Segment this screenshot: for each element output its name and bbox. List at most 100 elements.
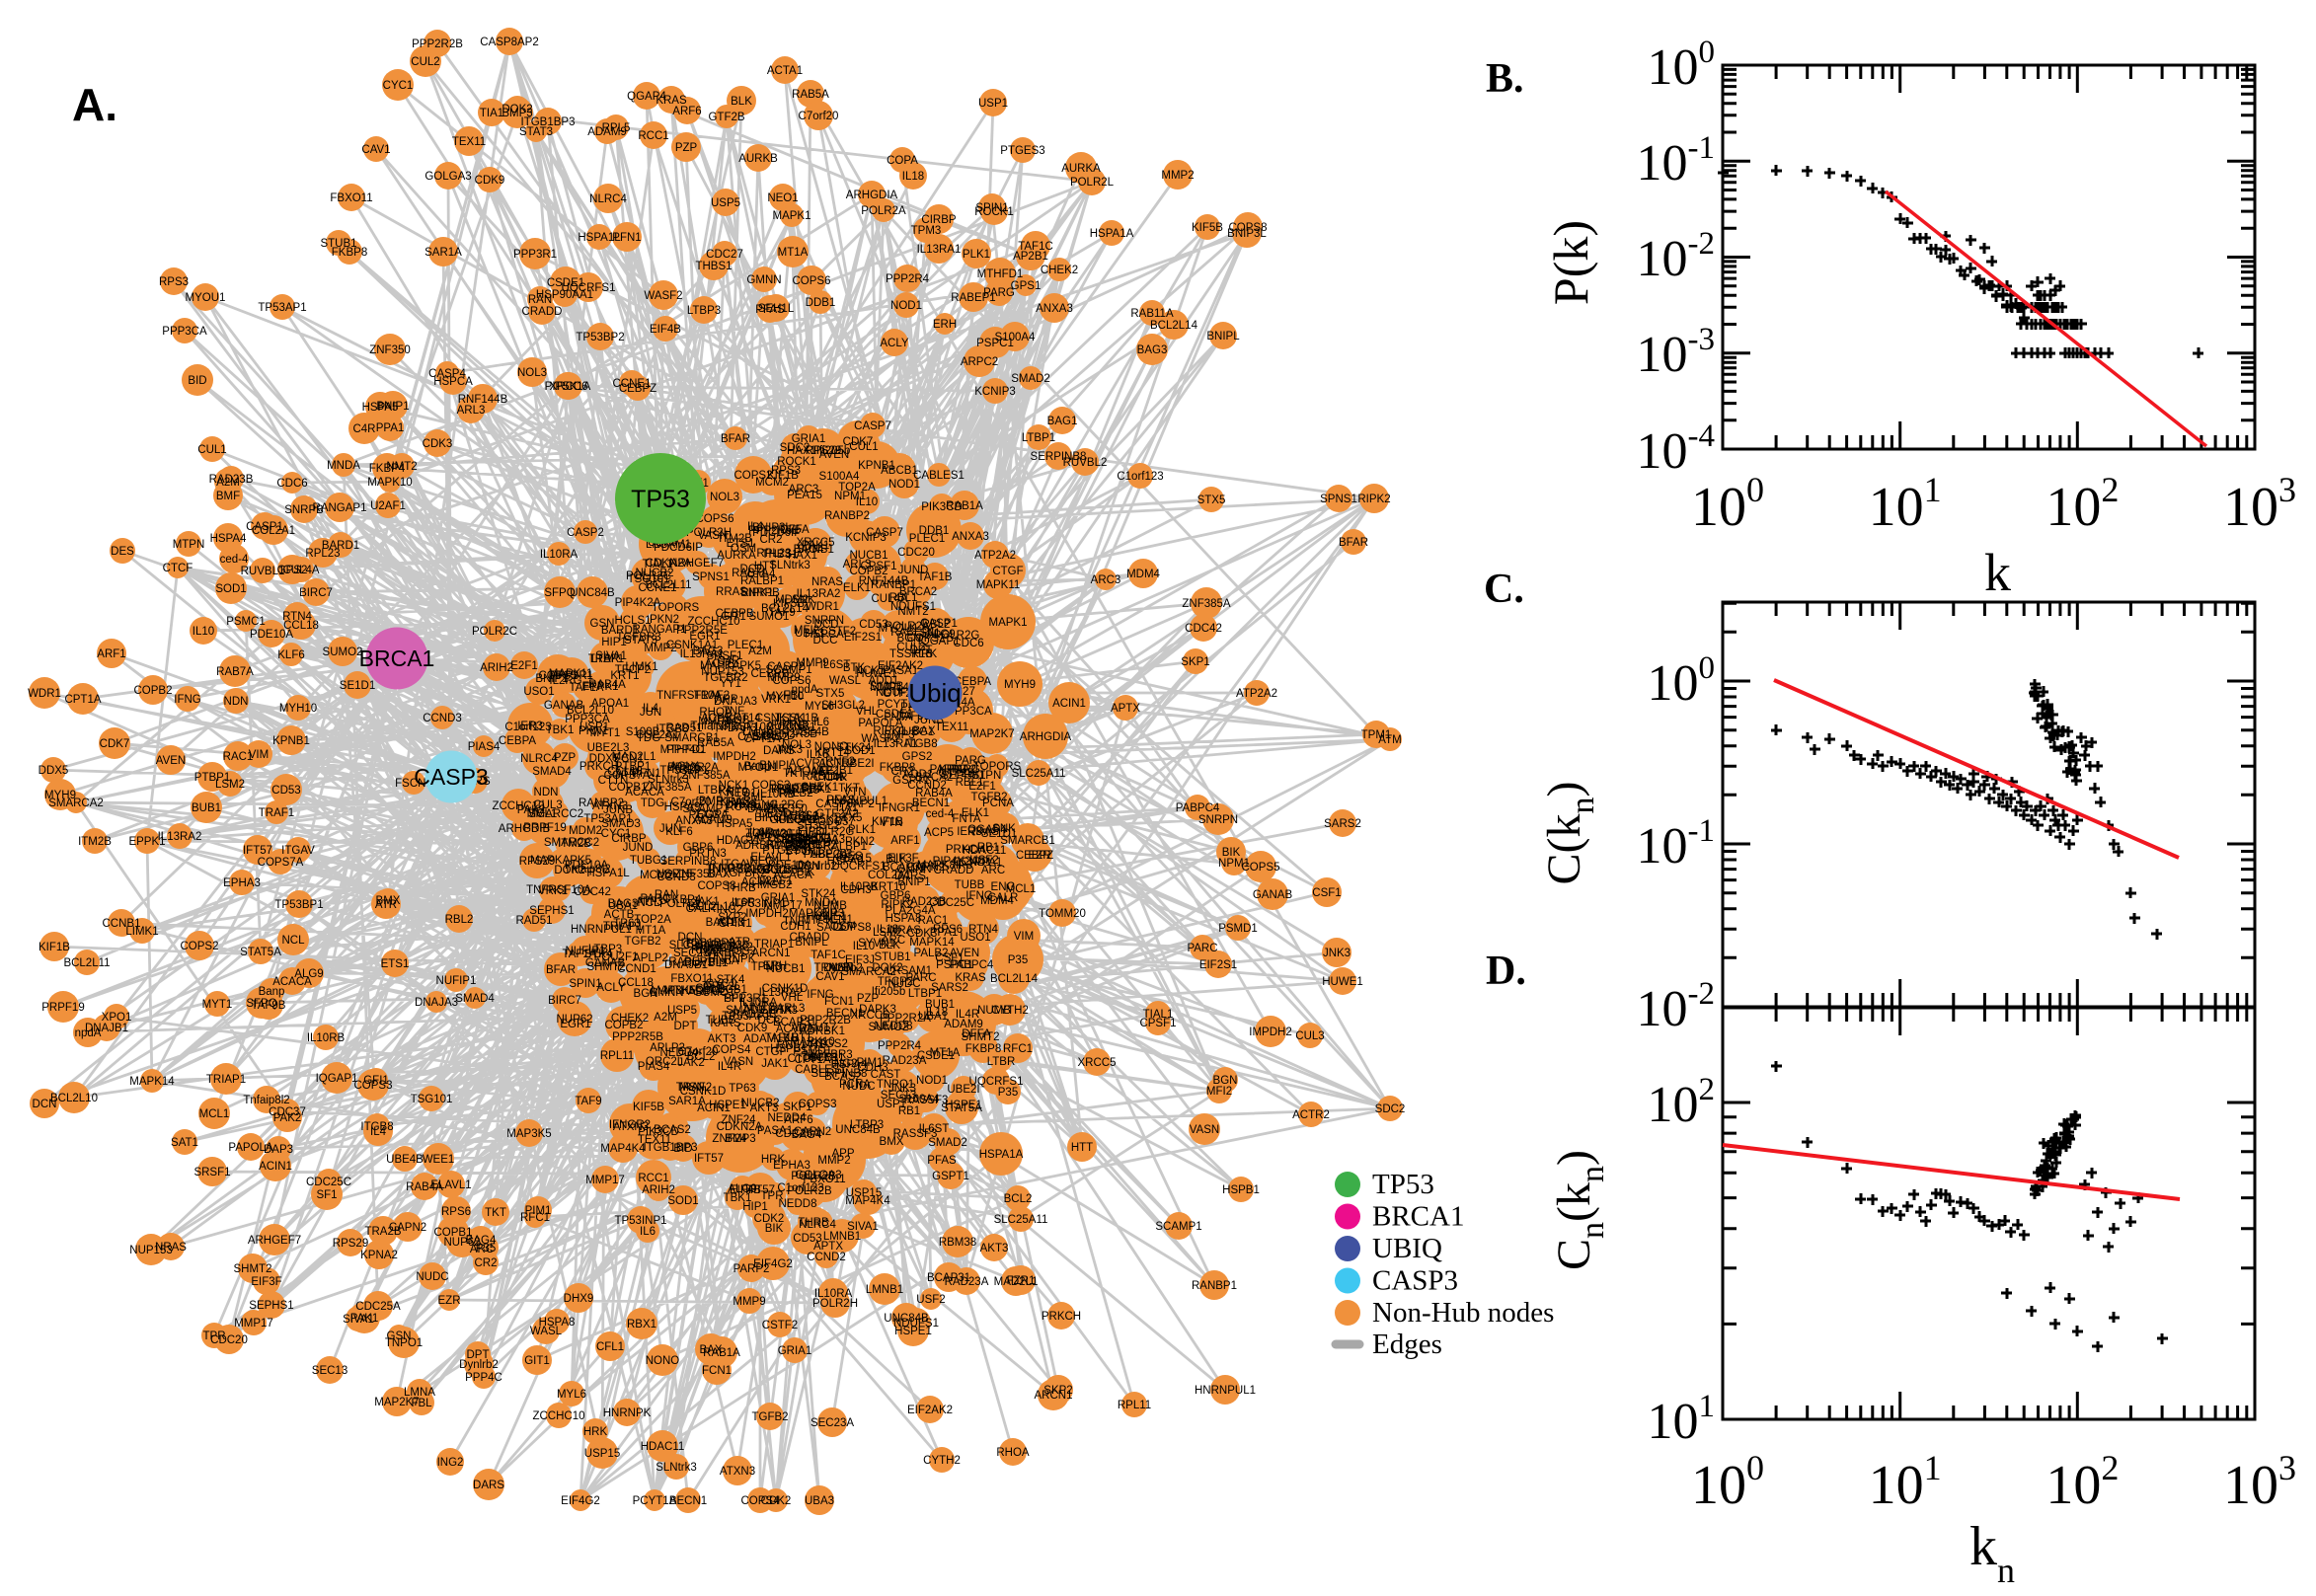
svg-text:AP2B1: AP2B1 [1013,251,1048,263]
svg-text:SDC2: SDC2 [1375,1103,1406,1115]
svg-text:PSMD1: PSMD1 [1218,923,1258,935]
svg-text:BIK: BIK [1222,847,1241,859]
svg-text:MYL6: MYL6 [805,701,834,713]
svg-text:npdA: npdA [713,955,739,967]
svg-text:CASP7: CASP7 [854,420,891,432]
svg-text:USO1: USO1 [960,932,990,944]
svg-text:JAK1: JAK1 [761,1058,789,1070]
svg-text:BMF: BMF [216,491,240,502]
svg-text:ING2: ING2 [717,904,743,916]
svg-text:HSPA4: HSPA4 [210,533,247,545]
svg-text:AVEN: AVEN [156,755,186,767]
svg-text:BNIPL: BNIPL [795,937,828,949]
svg-text:TP53BP1: TP53BP1 [274,899,323,911]
svg-text:SEC23A: SEC23A [811,1417,854,1429]
svg-text:RHOA: RHOA [996,1447,1030,1459]
svg-text:KRT1: KRT1 [610,670,639,682]
svg-text:PIK3CD: PIK3CD [921,501,963,513]
svg-text:GTF2B: GTF2B [708,112,744,123]
svg-text:DFFA: DFFA [962,1028,991,1040]
svg-text:CDC42: CDC42 [574,886,611,898]
svg-text:USO1: USO1 [523,686,554,698]
svg-text:SOD1: SOD1 [667,1195,698,1207]
svg-text:CHEK2: CHEK2 [611,1013,649,1025]
svg-text:RFC1: RFC1 [1003,1043,1033,1055]
svg-text:RANBP1: RANBP1 [871,579,916,591]
svg-text:DHX9: DHX9 [564,1293,594,1305]
svg-text:EIF4G2: EIF4G2 [561,1495,600,1507]
svg-text:IFNG: IFNG [174,694,201,706]
svg-text:GRIA1: GRIA1 [778,1345,812,1357]
svg-text:FBXO11: FBXO11 [330,192,372,204]
svg-text:Tnfaip8l2: Tnfaip8l2 [243,1095,289,1106]
svg-text:DPT: DPT [674,1021,697,1032]
svg-text:ADAM9: ADAM9 [587,126,627,138]
svg-text:JUN: JUN [640,707,661,719]
svg-text:MCM2: MCM2 [755,477,789,489]
svg-text:MAPK11: MAPK11 [976,579,1021,591]
svg-text:TBK1: TBK1 [546,724,575,736]
svg-text:USP5: USP5 [711,197,740,209]
svg-text:TPM1: TPM1 [1361,729,1392,741]
svg-text:IFT57: IFT57 [694,1153,724,1165]
svg-text:SMAD3: SMAD3 [726,1005,765,1017]
svg-text:TP53: TP53 [631,486,690,513]
svg-text:BGN: BGN [634,988,658,1000]
svg-text:EIF3J: EIF3J [798,826,827,838]
svg-text:PEA15: PEA15 [787,490,822,501]
svg-text:CDC6: CDC6 [276,478,307,490]
svg-text:TSG101: TSG101 [411,1094,453,1105]
svg-text:STX5: STX5 [1197,494,1226,506]
svg-text:MMP9: MMP9 [733,1296,765,1308]
svg-text:A2M: A2M [216,477,240,489]
svg-text:COL2A1: COL2A1 [868,870,911,881]
svg-text:SRSF1: SRSF1 [193,1167,230,1178]
svg-text:AURKA: AURKA [1061,163,1101,175]
svg-text:DDX5: DDX5 [39,765,69,777]
svg-text:AKT3: AKT3 [980,1243,1009,1254]
svg-text:CDC20: CDC20 [897,547,935,559]
svg-text:TOMM20: TOMM20 [1039,908,1086,920]
svg-text:PASA1: PASA1 [757,1125,793,1137]
svg-text:PKN2: PKN2 [845,836,875,848]
svg-text:XPO1: XPO1 [102,1012,132,1024]
svg-text:ITM2B: ITM2B [78,836,112,848]
svg-text:ACP5: ACP5 [924,827,954,839]
svg-text:FKBP8: FKBP8 [965,1043,1001,1055]
svg-text:KIF5B: KIF5B [633,1102,664,1113]
svg-text:CSDE1: CSDE1 [547,277,584,289]
svg-text:CDH3: CDH3 [840,884,871,896]
svg-text:RABEP1: RABEP1 [890,627,935,639]
svg-text:COPA: COPA [887,155,918,167]
svg-text:CAPN2: CAPN2 [389,1222,426,1234]
svg-text:DCD: DCD [740,564,765,575]
svg-text:SEPHS1: SEPHS1 [249,1300,293,1312]
svg-text:NOD1: NOD1 [890,300,922,312]
svg-text:PLK1: PLK1 [963,249,990,261]
svg-text:BCL2L10: BCL2L10 [567,705,614,717]
svg-text:ACIN1: ACIN1 [259,1161,292,1173]
svg-text:Ubiq: Ubiq [908,678,961,708]
svg-text:RPS29: RPS29 [806,445,841,457]
svg-text:RPS29: RPS29 [333,1238,368,1250]
svg-text:RIPK2: RIPK2 [1357,494,1390,505]
svg-text:HAX1: HAX1 [788,550,817,562]
svg-text:COPS3: COPS3 [799,1099,837,1110]
svg-text:ACLY: ACLY [669,761,699,773]
svg-text:PABPC4: PABPC4 [1176,802,1220,814]
svg-text:ced-4: ced-4 [220,554,249,566]
svg-text:CABLES1: CABLES1 [913,470,965,482]
svg-text:BMP3: BMP3 [502,108,532,119]
svg-text:DDB1: DDB1 [919,525,950,537]
svg-text:PPP2R2B: PPP2R2B [412,38,463,50]
svg-text:ANXA3: ANXA3 [675,815,713,827]
svg-text:SARS2: SARS2 [931,982,968,994]
svg-text:FKBP8: FKBP8 [332,247,367,259]
svg-text:LTBP3: LTBP3 [687,305,721,317]
svg-text:GBP6: GBP6 [881,890,911,902]
svg-text:KRAS: KRAS [656,95,687,107]
svg-text:HIP1: HIP1 [601,637,627,648]
svg-text:USF2: USF2 [916,1294,945,1306]
svg-text:IFT57: IFT57 [745,1184,775,1196]
svg-text:TP53AP1: TP53AP1 [258,302,306,314]
